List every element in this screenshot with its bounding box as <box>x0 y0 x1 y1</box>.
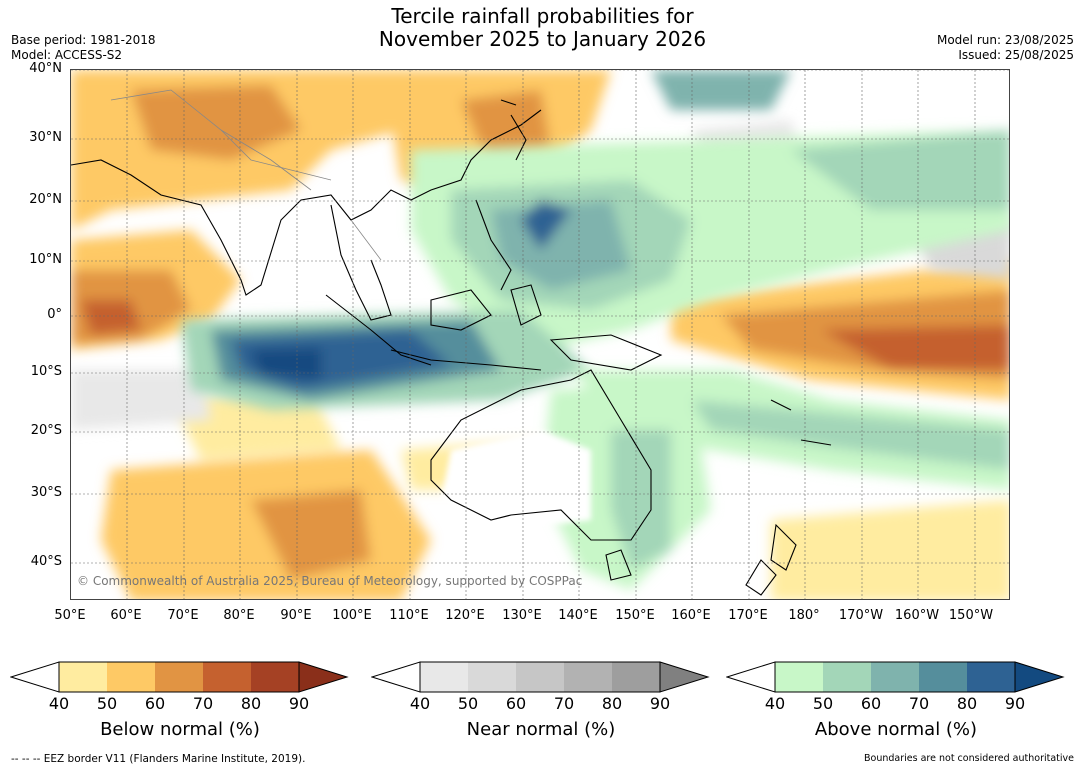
cb1-tick-70: 70 <box>192 694 214 713</box>
cb2-tick-60: 60 <box>505 694 527 713</box>
lon-label-110e: 110°E <box>389 608 429 623</box>
colorbar-near-normal <box>371 661 711 693</box>
lon-label-160w: 160°W <box>894 608 940 623</box>
colorbar-above-normal <box>726 661 1066 693</box>
meta-right: Model run: 23/08/2025 Issued: 25/08/2025 <box>937 33 1074 63</box>
lat-label-30n: 30°N <box>29 130 62 145</box>
cb1-tick-50: 50 <box>96 694 118 713</box>
lon-label-160e: 160°E <box>671 608 711 623</box>
lat-label-40n: 40°N <box>29 61 62 76</box>
lon-label-150e: 150°E <box>615 608 655 623</box>
graticule <box>71 70 1009 599</box>
cb2-label: Near normal (%) <box>466 719 616 740</box>
rainfall-probability-map: © Commonwealth of Australia 2025, Bureau… <box>70 69 1010 600</box>
lon-label-170w: 170°W <box>838 608 884 623</box>
lon-label-150w: 150°W <box>948 608 994 623</box>
lon-label-130e: 130°E <box>502 608 542 623</box>
above-normal-regions <box>181 70 1009 590</box>
cb2-tick-50: 50 <box>457 694 479 713</box>
lat-label-10n: 10°N <box>29 252 62 267</box>
lon-label-180: 180° <box>788 608 820 623</box>
meta-left: Base period: 1981-2018 Model: ACCESS-S2 <box>11 33 156 63</box>
colorbar-below-normal-graphic <box>10 661 349 693</box>
model-run-text: Model run: 23/08/2025 <box>936 33 1074 47</box>
cb3-tick-60: 60 <box>860 694 882 713</box>
map-canvas <box>71 70 1009 599</box>
lat-label-eq: 0° <box>47 307 62 322</box>
lon-label-100e: 100°E <box>332 608 372 623</box>
country-borders <box>110 89 382 261</box>
cb3-tick-70: 70 <box>908 694 930 713</box>
cb2-tick-70: 70 <box>553 694 575 713</box>
lon-label-140e: 140°E <box>558 608 598 623</box>
cb2-tick-90: 90 <box>649 694 671 713</box>
map-title-line1: Tercile rainfall probabilities for <box>391 4 694 28</box>
cb3-tick-80: 80 <box>956 694 978 713</box>
model-text: Model: ACCESS-S2 <box>11 48 123 62</box>
lon-label-70e: 70°E <box>167 608 199 623</box>
lon-label-60e: 60°E <box>110 608 142 623</box>
cb3-label: Above normal (%) <box>814 719 978 740</box>
cb3-tick-90: 90 <box>1004 694 1026 713</box>
eez-border-note: -- -- -- EEZ border V11 (Flanders Marine… <box>11 753 306 765</box>
cb1-tick-60: 60 <box>144 694 166 713</box>
cb2-tick-40: 40 <box>409 694 431 713</box>
lon-label-170e: 170°E <box>728 608 768 623</box>
colorbar-below-normal <box>10 661 350 693</box>
lat-label-20s: 20°S <box>30 423 62 438</box>
base-period-text: Base period: 1981-2018 <box>11 33 156 47</box>
colorbar-near-normal-graphic <box>371 661 710 693</box>
lat-label-10s: 10°S <box>30 364 62 379</box>
cb1-tick-90: 90 <box>288 694 310 713</box>
cb2-tick-80: 80 <box>601 694 623 713</box>
cb1-tick-40: 40 <box>48 694 70 713</box>
lon-label-50e: 50°E <box>54 608 86 623</box>
cb1-label: Below normal (%) <box>100 719 260 740</box>
cb3-tick-50: 50 <box>812 694 834 713</box>
lat-label-20n: 20°N <box>29 192 62 207</box>
colorbar-above-normal-graphic <box>726 661 1065 693</box>
lat-label-40s: 40°S <box>30 554 62 569</box>
lon-label-120e: 120°E <box>445 608 485 623</box>
issued-text: Issued: 25/08/2025 <box>958 48 1074 62</box>
australia-interior-neutral <box>441 430 591 530</box>
lon-label-80e: 80°E <box>223 608 255 623</box>
below-normal-regions <box>71 70 1009 599</box>
cb3-tick-40: 40 <box>764 694 786 713</box>
cb1-tick-80: 80 <box>240 694 262 713</box>
copyright-notice: © Commonwealth of Australia 2025, Bureau… <box>77 574 583 588</box>
boundaries-disclaimer: Boundaries are not considered authoritat… <box>864 753 1074 764</box>
lat-label-30s: 30°S <box>30 485 62 500</box>
lon-label-90e: 90°E <box>280 608 312 623</box>
map-title-line2: November 2025 to January 2026 <box>378 27 707 51</box>
